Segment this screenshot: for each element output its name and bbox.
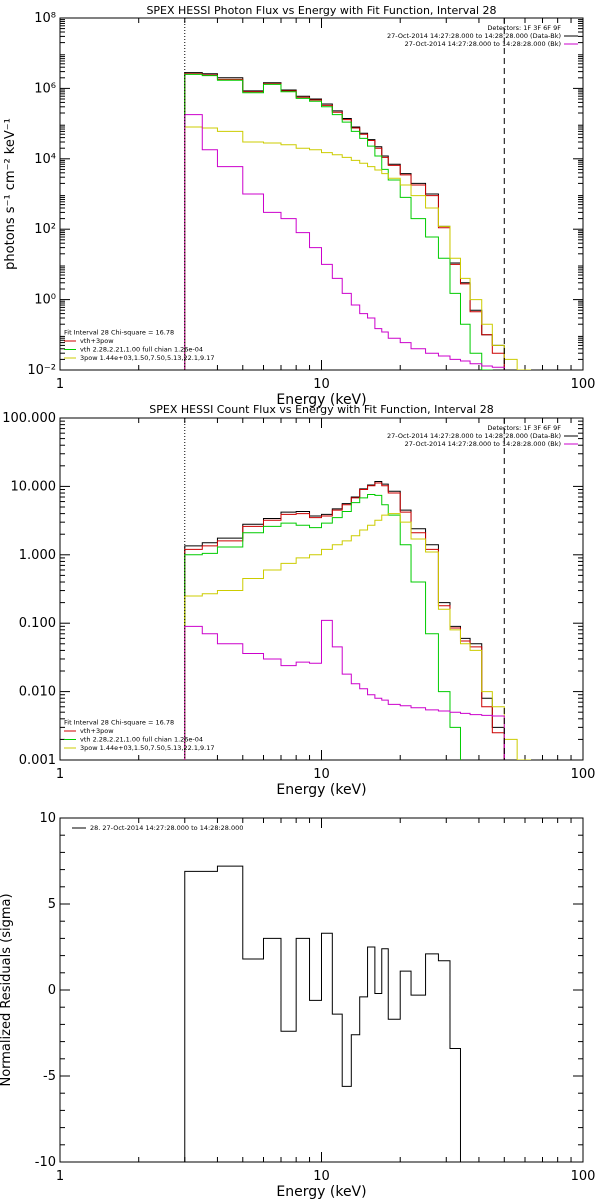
- x-axis-label: Energy (keV): [276, 1184, 366, 1200]
- legend-text: 27-Oct-2014 14:27:28.000 to 14:28:28.000…: [405, 440, 561, 448]
- y-tick-label: 1.000: [19, 548, 56, 563]
- y-tick-label: -5: [43, 1069, 56, 1084]
- y-tick-label: 10⁴: [34, 152, 56, 167]
- series-group: [184, 480, 532, 760]
- chart-panel-3: 1 10 100 Energy (keV) -10 -5 0 5 10 Normalized Re…: [0, 811, 595, 1200]
- y-tick-label: 0.010: [19, 685, 56, 700]
- legend-text: 27-Oct-2014 14:27:28.000 to 14:28:28.000…: [405, 40, 561, 48]
- y-axis: 10⁻² 10⁰ 10² 10⁴ 10⁶ 10⁸ photons s⁻¹ cm⁻² keV⁻…: [3, 11, 583, 378]
- series-line-2: [184, 482, 505, 760]
- series-line-3: [184, 73, 493, 370]
- x-tick-label: 100: [571, 767, 596, 782]
- y-tick-label: 10⁻²: [27, 363, 56, 378]
- x-tick-label: 10: [313, 1169, 330, 1184]
- legend-text: 3pow 1.44e+03,1.50,7.50,5.13,22.1,9.17: [80, 354, 215, 362]
- legend-bottom: Fit Interval 28 Chi-square = 16.78vth+3p…: [64, 719, 215, 752]
- legend-top: 28. 27-Oct-2014 14:27:28.000 to 14:28:28…: [72, 824, 243, 832]
- series-line-1: [184, 865, 461, 1162]
- y-tick-label: 10²: [34, 222, 56, 237]
- series-line-3: [184, 494, 461, 760]
- series-line-4: [184, 513, 532, 760]
- legend-text: 28. 27-Oct-2014 14:27:28.000 to 14:28:28…: [90, 824, 243, 832]
- x-axis: 1 10 100 Energy (keV): [56, 818, 596, 1200]
- x-tick-label: 1: [56, 767, 64, 782]
- chart-panel-2: SPEX HESSI Count Flux vs Energy with Fit…: [2, 403, 595, 798]
- legend-text: Fit Interval 28 Chi-square = 16.78: [64, 329, 174, 337]
- y-axis-label: photons s⁻¹ cm⁻² keV⁻¹: [3, 118, 18, 270]
- y-tick-label: 5: [48, 897, 56, 912]
- x-tick-label: 10: [313, 377, 330, 392]
- legend-bottom: Fit Interval 28 Chi-square = 16.78vth+3p…: [64, 329, 215, 362]
- series-group: [184, 865, 461, 1162]
- x-axis-label: Energy (keV): [276, 392, 366, 408]
- y-tick-label: -10: [35, 1155, 56, 1170]
- y-axis: -10 -5 0 5 10 Normalized Residuals (sigma): [0, 811, 583, 1170]
- x-axis: 1 10 100 Energy (keV): [56, 18, 596, 408]
- y-tick-label: 10⁰: [34, 293, 56, 308]
- legend-text: Detectors: 1F 3F 6F 9F: [487, 424, 561, 432]
- legend-text: 27-Oct-2014 14:27:28.000 to 14:28:28.000…: [387, 32, 561, 40]
- legend-text: vth+3pow: [80, 337, 114, 345]
- series-line-4: [184, 126, 532, 370]
- x-tick-label: 1: [56, 1169, 64, 1184]
- legend-text: Detectors: 1F 3F 6F 9F: [487, 24, 561, 32]
- legend-text: vth+3pow: [80, 727, 114, 735]
- y-tick-label: 10.000: [11, 479, 57, 494]
- y-tick-label: 10⁸: [34, 11, 56, 26]
- chart-title: SPEX HESSI Photon Flux vs Energy with Fi…: [146, 4, 496, 17]
- x-axis-label: Energy (keV): [276, 782, 366, 798]
- chart-panel-1: SPEX HESSI Photon Flux vs Energy with Fi…: [3, 4, 595, 408]
- y-axis-label: Normalized Residuals (sigma): [0, 893, 14, 1086]
- legend-text: Fit Interval 28 Chi-square = 16.78: [64, 719, 174, 727]
- y-tick-label: 0: [48, 983, 56, 998]
- series-line-1: [184, 72, 505, 370]
- series-group: [184, 72, 532, 370]
- x-tick-label: 1: [56, 377, 64, 392]
- series-line-2: [184, 73, 505, 370]
- y-tick-label: 10⁶: [34, 81, 56, 96]
- legend-text: vth 2.28,2.21,1.00 full chian 1.26e-04: [80, 346, 203, 354]
- chart-title: SPEX HESSI Count Flux vs Energy with Fit…: [149, 403, 493, 416]
- y-axis: 0.001 0.010 0.100 1.000 10.000 100.000: [2, 411, 583, 768]
- legend-text: 3pow 1.44e+03,1.50,7.50,5.13,22.1,9.17: [80, 744, 215, 752]
- series-line-5: [184, 114, 505, 370]
- y-tick-label: 0.100: [19, 616, 56, 631]
- x-tick-label: 10: [313, 767, 330, 782]
- y-tick-label: 0.001: [19, 753, 56, 768]
- legend-text: vth 2.28,2.21,1.00 full chian 1.26e-04: [80, 736, 203, 744]
- y-tick-label: 100.000: [2, 411, 56, 426]
- series-line-5: [184, 619, 505, 760]
- legend-text: 27-Oct-2014 14:27:28.000 to 14:28:28.000…: [387, 432, 561, 440]
- x-tick-label: 100: [571, 377, 596, 392]
- x-tick-label: 100: [571, 1169, 596, 1184]
- y-tick-label: 10: [39, 811, 56, 826]
- series-line-1: [184, 480, 505, 760]
